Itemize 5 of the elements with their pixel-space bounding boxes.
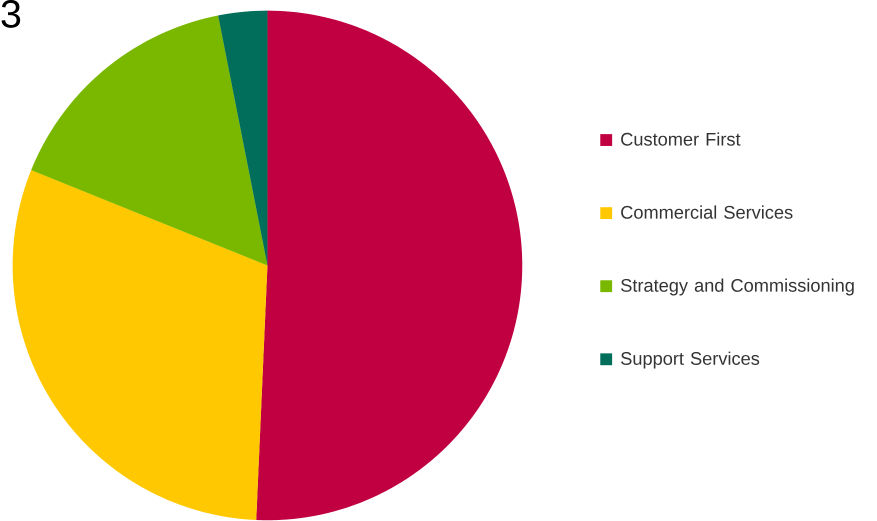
legend-label: Strategy and Commissioning xyxy=(621,278,854,296)
legend-label: Support Services xyxy=(621,351,760,368)
legend-label: Commercial Services xyxy=(621,205,792,219)
legend-label: Customer First xyxy=(621,132,740,146)
chart-title: 3 xyxy=(2,0,20,28)
